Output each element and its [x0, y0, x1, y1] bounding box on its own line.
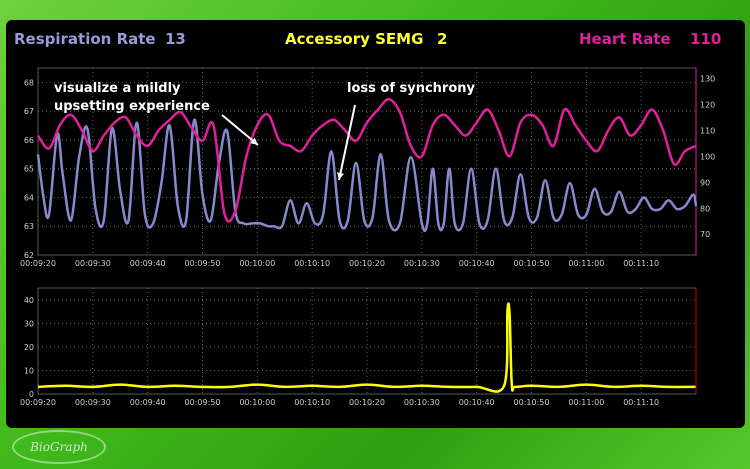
- x-tick-label: 00:09:50: [185, 398, 221, 407]
- x-tick-label: 00:09:40: [130, 259, 166, 268]
- y-tick-label-right: 120: [700, 100, 715, 109]
- arrow-sync: [338, 104, 356, 181]
- y-tick-label-right: 90: [700, 178, 710, 187]
- accessory-semg-label: Accessory SEMG: [285, 30, 424, 48]
- accessory-semg-value: 2: [437, 30, 448, 48]
- x-tick-label: 00:10:00: [239, 398, 275, 407]
- respiration-rate-label: Respiration Rate: [14, 30, 156, 48]
- x-tick-label: 00:09:40: [130, 398, 166, 407]
- x-tick-label: 00:10:10: [294, 259, 330, 268]
- y-tick-label-right: 130: [700, 74, 715, 83]
- y-tick-label-left: 62: [24, 251, 34, 260]
- heart-rate-label: Heart Rate: [579, 30, 671, 48]
- x-tick-label: 00:10:40: [459, 259, 495, 268]
- y-tick-label-left: 40: [24, 296, 34, 305]
- y-tick-label-right: 70: [700, 230, 710, 239]
- y-tick-label-right: 100: [700, 152, 715, 161]
- x-tick-label: 00:10:50: [514, 398, 550, 407]
- x-tick-label: 00:10:20: [349, 398, 385, 407]
- x-tick-label: 00:10:50: [514, 259, 550, 268]
- x-tick-label: 00:10:10: [294, 398, 330, 407]
- y-tick-label-left: 66: [24, 136, 34, 145]
- x-tick-label: 00:10:40: [459, 398, 495, 407]
- x-tick-label: 00:09:20: [20, 259, 56, 268]
- biograph-logo: BioGraph: [12, 430, 106, 464]
- x-tick-label: 00:11:10: [623, 259, 659, 268]
- y-tick-label-left: 65: [24, 165, 34, 174]
- x-tick-label: 00:10:00: [239, 259, 275, 268]
- annotation-upsetting: visualize a mildly upsetting experience: [54, 81, 210, 114]
- x-tick-label: 00:09:30: [75, 259, 111, 268]
- annotation-sync: loss of synchrony: [347, 81, 476, 96]
- y-tick-label-left: 68: [24, 78, 34, 87]
- y-tick-label-right: 110: [700, 126, 715, 135]
- respiration-rate-value: 13: [165, 30, 186, 48]
- y-tick-label-left: 10: [24, 366, 34, 375]
- x-tick-label: 00:09:50: [185, 259, 221, 268]
- arrow-sync-head: [337, 172, 344, 180]
- x-tick-label: 00:10:30: [404, 398, 440, 407]
- x-tick-label: 00:10:30: [404, 259, 440, 268]
- x-tick-label: 00:11:00: [568, 398, 604, 407]
- series-line-respiration-rate: [36, 118, 698, 233]
- x-tick-label: 00:09:30: [75, 398, 111, 407]
- series-line-accessory-semg: [37, 302, 697, 393]
- arrow-upsetting-head: [250, 137, 258, 145]
- chart-panel: [6, 20, 745, 428]
- heart-rate-value: 110: [690, 30, 722, 48]
- x-tick-label: 00:09:20: [20, 398, 56, 407]
- x-tick-label: 00:11:00: [568, 259, 604, 268]
- arrow-upsetting: [221, 114, 259, 146]
- x-tick-label: 00:11:10: [623, 398, 659, 407]
- x-tick-label: 00:10:20: [349, 259, 385, 268]
- y-tick-label-left: 30: [24, 319, 34, 328]
- series-line-heart-rate: [36, 97, 697, 223]
- y-tick-label-left: 67: [24, 107, 34, 116]
- y-tick-label-left: 64: [24, 193, 34, 202]
- y-tick-label-right: 80: [700, 204, 710, 213]
- y-tick-label-left: 63: [24, 222, 34, 231]
- y-tick-label-left: 0: [29, 390, 34, 399]
- y-tick-label-left: 20: [24, 343, 34, 352]
